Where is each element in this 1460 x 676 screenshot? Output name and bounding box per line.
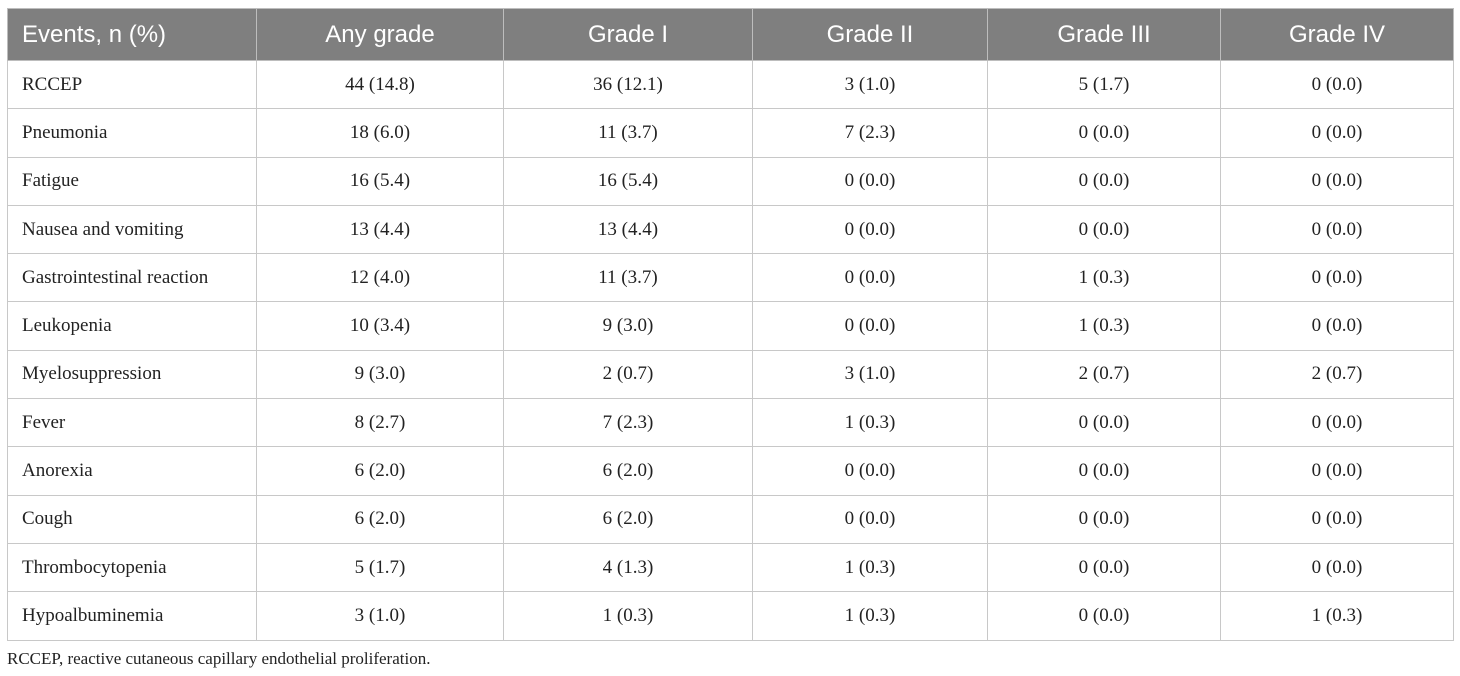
cell: 0 (0.0) (1220, 301, 1454, 351)
cell: 16 (5.4) (503, 156, 753, 206)
cell: 0 (0.0) (1220, 204, 1454, 255)
cell: 6 (2.0) (256, 494, 504, 544)
cell: 0 (0.0) (1220, 59, 1454, 110)
cell: 2 (0.7) (987, 349, 1221, 400)
cell: 1 (0.3) (752, 591, 988, 641)
event-name: Cough (7, 494, 257, 544)
event-name: Anorexia (7, 446, 257, 496)
cell: 1 (0.3) (987, 301, 1221, 351)
cell: 0 (0.0) (1220, 446, 1454, 496)
table-row: Thrombocytopenia 5 (1.7) 4 (1.3) 1 (0.3) 0 (… (7, 542, 1454, 593)
cell: 0 (0.0) (752, 494, 988, 544)
cell: 0 (0.0) (1220, 156, 1454, 206)
table-row: Leukopenia 10 (3.4) 9 (3.0) 0 (0.0) 1 (0.3) 0… (7, 301, 1454, 351)
event-name: Fatigue (7, 156, 257, 206)
cell: 16 (5.4) (256, 156, 504, 206)
cell: 0 (0.0) (1220, 494, 1454, 544)
adverse-events-table: Events, n (%) Any grade Grade I Grade II Gra… (7, 8, 1454, 641)
cell: 0 (0.0) (987, 204, 1221, 255)
cell: 1 (0.3) (503, 591, 753, 641)
cell: 0 (0.0) (987, 591, 1221, 641)
cell: 3 (1.0) (752, 349, 988, 400)
header-row: Events, n (%) Any grade Grade I Grade II Gra… (7, 8, 1454, 61)
cell: 0 (0.0) (752, 301, 988, 351)
cell: 1 (0.3) (752, 398, 988, 448)
cell: 9 (3.0) (256, 349, 504, 400)
event-name: Gastrointestinal reaction (7, 253, 257, 303)
header-cell: Grade II (752, 8, 988, 61)
cell: 11 (3.7) (503, 253, 753, 303)
table-row: Hypoalbuminemia 3 (1.0) 1 (0.3) 1 (0.3) 0 (0… (7, 591, 1454, 641)
cell: 5 (1.7) (256, 542, 504, 593)
cell: 0 (0.0) (752, 204, 988, 255)
cell: 3 (1.0) (752, 59, 988, 110)
cell: 5 (1.7) (987, 59, 1221, 110)
cell: 0 (0.0) (1220, 108, 1454, 158)
event-name: Thrombocytopenia (7, 542, 257, 593)
table-row: Fever 8 (2.7) 7 (2.3) 1 (0.3) 0 (0.0) 0 (0.0) (7, 398, 1454, 448)
cell: 7 (2.3) (752, 108, 988, 158)
cell: 0 (0.0) (752, 253, 988, 303)
cell: 9 (3.0) (503, 301, 753, 351)
table-row: RCCEP 44 (14.8) 36 (12.1) 3 (1.0) 5 (1.7) 0 (… (7, 59, 1454, 110)
cell: 0 (0.0) (987, 398, 1221, 448)
cell: 0 (0.0) (1220, 253, 1454, 303)
cell: 1 (0.3) (752, 542, 988, 593)
cell: 13 (4.4) (503, 204, 753, 255)
cell: 0 (0.0) (1220, 542, 1454, 593)
cell: 0 (0.0) (987, 494, 1221, 544)
cell: 12 (4.0) (256, 253, 504, 303)
table-row: Cough 6 (2.0) 6 (2.0) 0 (0.0) 0 (0.0) 0 (0.0) (7, 494, 1454, 544)
cell: 1 (0.3) (987, 253, 1221, 303)
cell: 7 (2.3) (503, 398, 753, 448)
cell: 44 (14.8) (256, 59, 504, 110)
table-row: Fatigue 16 (5.4) 16 (5.4) 0 (0.0) 0 (0.0) 0 (… (7, 156, 1454, 206)
table-row: Anorexia 6 (2.0) 6 (2.0) 0 (0.0) 0 (0.0) 0 (0… (7, 446, 1454, 496)
cell: 8 (2.7) (256, 398, 504, 448)
cell: 18 (6.0) (256, 108, 504, 158)
cell: 0 (0.0) (752, 446, 988, 496)
cell: 13 (4.4) (256, 204, 504, 255)
cell: 11 (3.7) (503, 108, 753, 158)
cell: 6 (2.0) (256, 446, 504, 496)
header-cell: Events, n (%) (7, 8, 257, 61)
event-name: Hypoalbuminemia (7, 591, 257, 641)
cell: 1 (0.3) (1220, 591, 1454, 641)
header-cell: Grade III (987, 8, 1221, 61)
cell: 0 (0.0) (987, 446, 1221, 496)
cell: 2 (0.7) (503, 349, 753, 400)
table-row: Pneumonia 18 (6.0) 11 (3.7) 7 (2.3) 0 (0.0) 0… (7, 108, 1454, 158)
event-name: Pneumonia (7, 108, 257, 158)
cell: 6 (2.0) (503, 446, 753, 496)
header-cell: Grade IV (1220, 8, 1454, 61)
table-body: RCCEP 44 (14.8) 36 (12.1) 3 (1.0) 5 (1.7) 0 (… (7, 59, 1454, 641)
cell: 3 (1.0) (256, 591, 504, 641)
event-name: Leukopenia (7, 301, 257, 351)
event-name: Nausea and vomiting (7, 204, 257, 255)
event-name: Myelosuppression (7, 349, 257, 400)
table-row: Nausea and vomiting 13 (4.4) 13 (4.4) 0 (0.… (7, 204, 1454, 255)
cell: 0 (0.0) (752, 156, 988, 206)
cell: 36 (12.1) (503, 59, 753, 110)
header-cell: Grade I (503, 8, 753, 61)
cell: 4 (1.3) (503, 542, 753, 593)
table-row: Myelosuppression 9 (3.0) 2 (0.7) 3 (1.0) 2 (… (7, 349, 1454, 400)
table-row: Gastrointestinal reaction 12 (4.0) 11 (3.7… (7, 253, 1454, 303)
cell: 10 (3.4) (256, 301, 504, 351)
cell: 2 (0.7) (1220, 349, 1454, 400)
event-name: Fever (7, 398, 257, 448)
table-header: Events, n (%) Any grade Grade I Grade II Gra… (7, 8, 1454, 61)
cell: 0 (0.0) (987, 542, 1221, 593)
cell: 6 (2.0) (503, 494, 753, 544)
header-cell: Any grade (256, 8, 504, 61)
cell: 0 (0.0) (1220, 398, 1454, 448)
footnote: RCCEP, reactive cutaneous capillary endo… (7, 649, 431, 668)
cell: 0 (0.0) (987, 108, 1221, 158)
event-name: RCCEP (7, 59, 257, 110)
cell: 0 (0.0) (987, 156, 1221, 206)
